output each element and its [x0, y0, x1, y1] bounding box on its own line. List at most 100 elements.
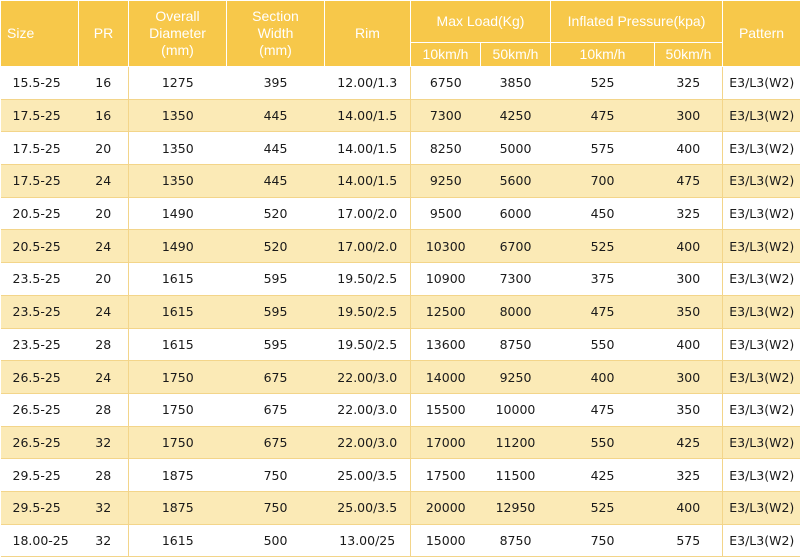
cell-load-10kmh: 6750 — [411, 67, 481, 100]
cell-size: 17.5-25 — [1, 99, 79, 132]
cell-overall-diameter: 1350 — [129, 165, 227, 198]
cell-load-10kmh: 13600 — [411, 328, 481, 361]
cell-overall-diameter: 1350 — [129, 132, 227, 165]
cell-size: 29.5-25 — [1, 491, 79, 524]
cell-pressure-50kmh: 400 — [655, 328, 723, 361]
cell-load-10kmh: 9250 — [411, 165, 481, 198]
header-section-width-line: Width — [227, 25, 324, 42]
cell-overall-diameter: 1615 — [129, 295, 227, 328]
cell-overall-diameter: 1875 — [129, 491, 227, 524]
cell-pattern: E3/L3(W2) — [723, 426, 800, 459]
cell-pr: 24 — [79, 295, 129, 328]
header-pr: PR — [79, 1, 129, 67]
cell-load-50kmh: 9250 — [481, 361, 551, 394]
cell-pattern: E3/L3(W2) — [723, 393, 800, 426]
cell-rim: 17.00/2.0 — [325, 230, 411, 263]
cell-pressure-10kmh: 525 — [551, 230, 655, 263]
cell-section-width: 750 — [227, 491, 325, 524]
cell-pr: 32 — [79, 426, 129, 459]
cell-load-50kmh: 6000 — [481, 197, 551, 230]
cell-pattern: E3/L3(W2) — [723, 263, 800, 296]
cell-pressure-10kmh: 525 — [551, 67, 655, 100]
cell-section-width: 750 — [227, 459, 325, 492]
cell-overall-diameter: 1615 — [129, 328, 227, 361]
cell-overall-diameter: 1350 — [129, 99, 227, 132]
cell-pressure-50kmh: 425 — [655, 426, 723, 459]
cell-pressure-10kmh: 425 — [551, 459, 655, 492]
cell-pattern: E3/L3(W2) — [723, 524, 800, 557]
header-rim: Rim — [325, 1, 411, 67]
cell-rim: 25.00/3.5 — [325, 459, 411, 492]
cell-pressure-10kmh: 550 — [551, 328, 655, 361]
cell-pressure-50kmh: 575 — [655, 524, 723, 557]
cell-load-50kmh: 12950 — [481, 491, 551, 524]
cell-pressure-50kmh: 350 — [655, 393, 723, 426]
cell-pr: 28 — [79, 459, 129, 492]
cell-size: 29.5-25 — [1, 459, 79, 492]
cell-pressure-50kmh: 300 — [655, 263, 723, 296]
cell-load-10kmh: 7300 — [411, 99, 481, 132]
cell-rim: 14.00/1.5 — [325, 99, 411, 132]
cell-load-10kmh: 9500 — [411, 197, 481, 230]
cell-pattern: E3/L3(W2) — [723, 197, 800, 230]
cell-pattern: E3/L3(W2) — [723, 99, 800, 132]
header-pressure-50kmh: 50km/h — [655, 43, 723, 67]
cell-pressure-50kmh: 400 — [655, 132, 723, 165]
cell-section-width: 395 — [227, 67, 325, 100]
cell-pressure-10kmh: 575 — [551, 132, 655, 165]
cell-pattern: E3/L3(W2) — [723, 491, 800, 524]
cell-load-50kmh: 7300 — [481, 263, 551, 296]
table-header: Size PR Overall Diameter (mm) Section Wi… — [1, 1, 800, 67]
header-overall-diameter-line: Diameter — [129, 25, 226, 42]
cell-load-50kmh: 11500 — [481, 459, 551, 492]
cell-overall-diameter: 1490 — [129, 197, 227, 230]
cell-size: 17.5-25 — [1, 132, 79, 165]
cell-pattern: E3/L3(W2) — [723, 361, 800, 394]
cell-load-50kmh: 6700 — [481, 230, 551, 263]
cell-pr: 32 — [79, 524, 129, 557]
cell-pressure-10kmh: 750 — [551, 524, 655, 557]
cell-section-width: 675 — [227, 393, 325, 426]
cell-overall-diameter: 1615 — [129, 524, 227, 557]
cell-pressure-10kmh: 475 — [551, 393, 655, 426]
cell-section-width: 595 — [227, 295, 325, 328]
cell-load-10kmh: 10900 — [411, 263, 481, 296]
cell-pressure-10kmh: 450 — [551, 197, 655, 230]
cell-pressure-50kmh: 300 — [655, 361, 723, 394]
cell-load-10kmh: 17000 — [411, 426, 481, 459]
cell-pressure-50kmh: 325 — [655, 459, 723, 492]
cell-load-10kmh: 14000 — [411, 361, 481, 394]
cell-overall-diameter: 1750 — [129, 393, 227, 426]
cell-overall-diameter: 1275 — [129, 67, 227, 100]
cell-section-width: 520 — [227, 230, 325, 263]
header-load-50kmh: 50km/h — [481, 43, 551, 67]
cell-pressure-10kmh: 700 — [551, 165, 655, 198]
cell-pressure-50kmh: 475 — [655, 165, 723, 198]
cell-pressure-50kmh: 325 — [655, 67, 723, 100]
header-max-load: Max Load(Kg) — [411, 1, 551, 43]
cell-section-width: 675 — [227, 426, 325, 459]
cell-load-50kmh: 8000 — [481, 295, 551, 328]
cell-load-10kmh: 12500 — [411, 295, 481, 328]
cell-load-50kmh: 11200 — [481, 426, 551, 459]
cell-size: 26.5-25 — [1, 393, 79, 426]
cell-pattern: E3/L3(W2) — [723, 295, 800, 328]
cell-rim: 22.00/3.0 — [325, 361, 411, 394]
cell-pattern: E3/L3(W2) — [723, 67, 800, 100]
cell-pr: 20 — [79, 197, 129, 230]
cell-size: 18.00-25 — [1, 524, 79, 557]
cell-rim: 14.00/1.5 — [325, 132, 411, 165]
cell-load-50kmh: 8750 — [481, 328, 551, 361]
cell-pr: 28 — [79, 393, 129, 426]
header-load-10kmh: 10km/h — [411, 43, 481, 67]
header-size: Size — [1, 1, 79, 67]
cell-section-width: 595 — [227, 263, 325, 296]
cell-rim: 22.00/3.0 — [325, 426, 411, 459]
